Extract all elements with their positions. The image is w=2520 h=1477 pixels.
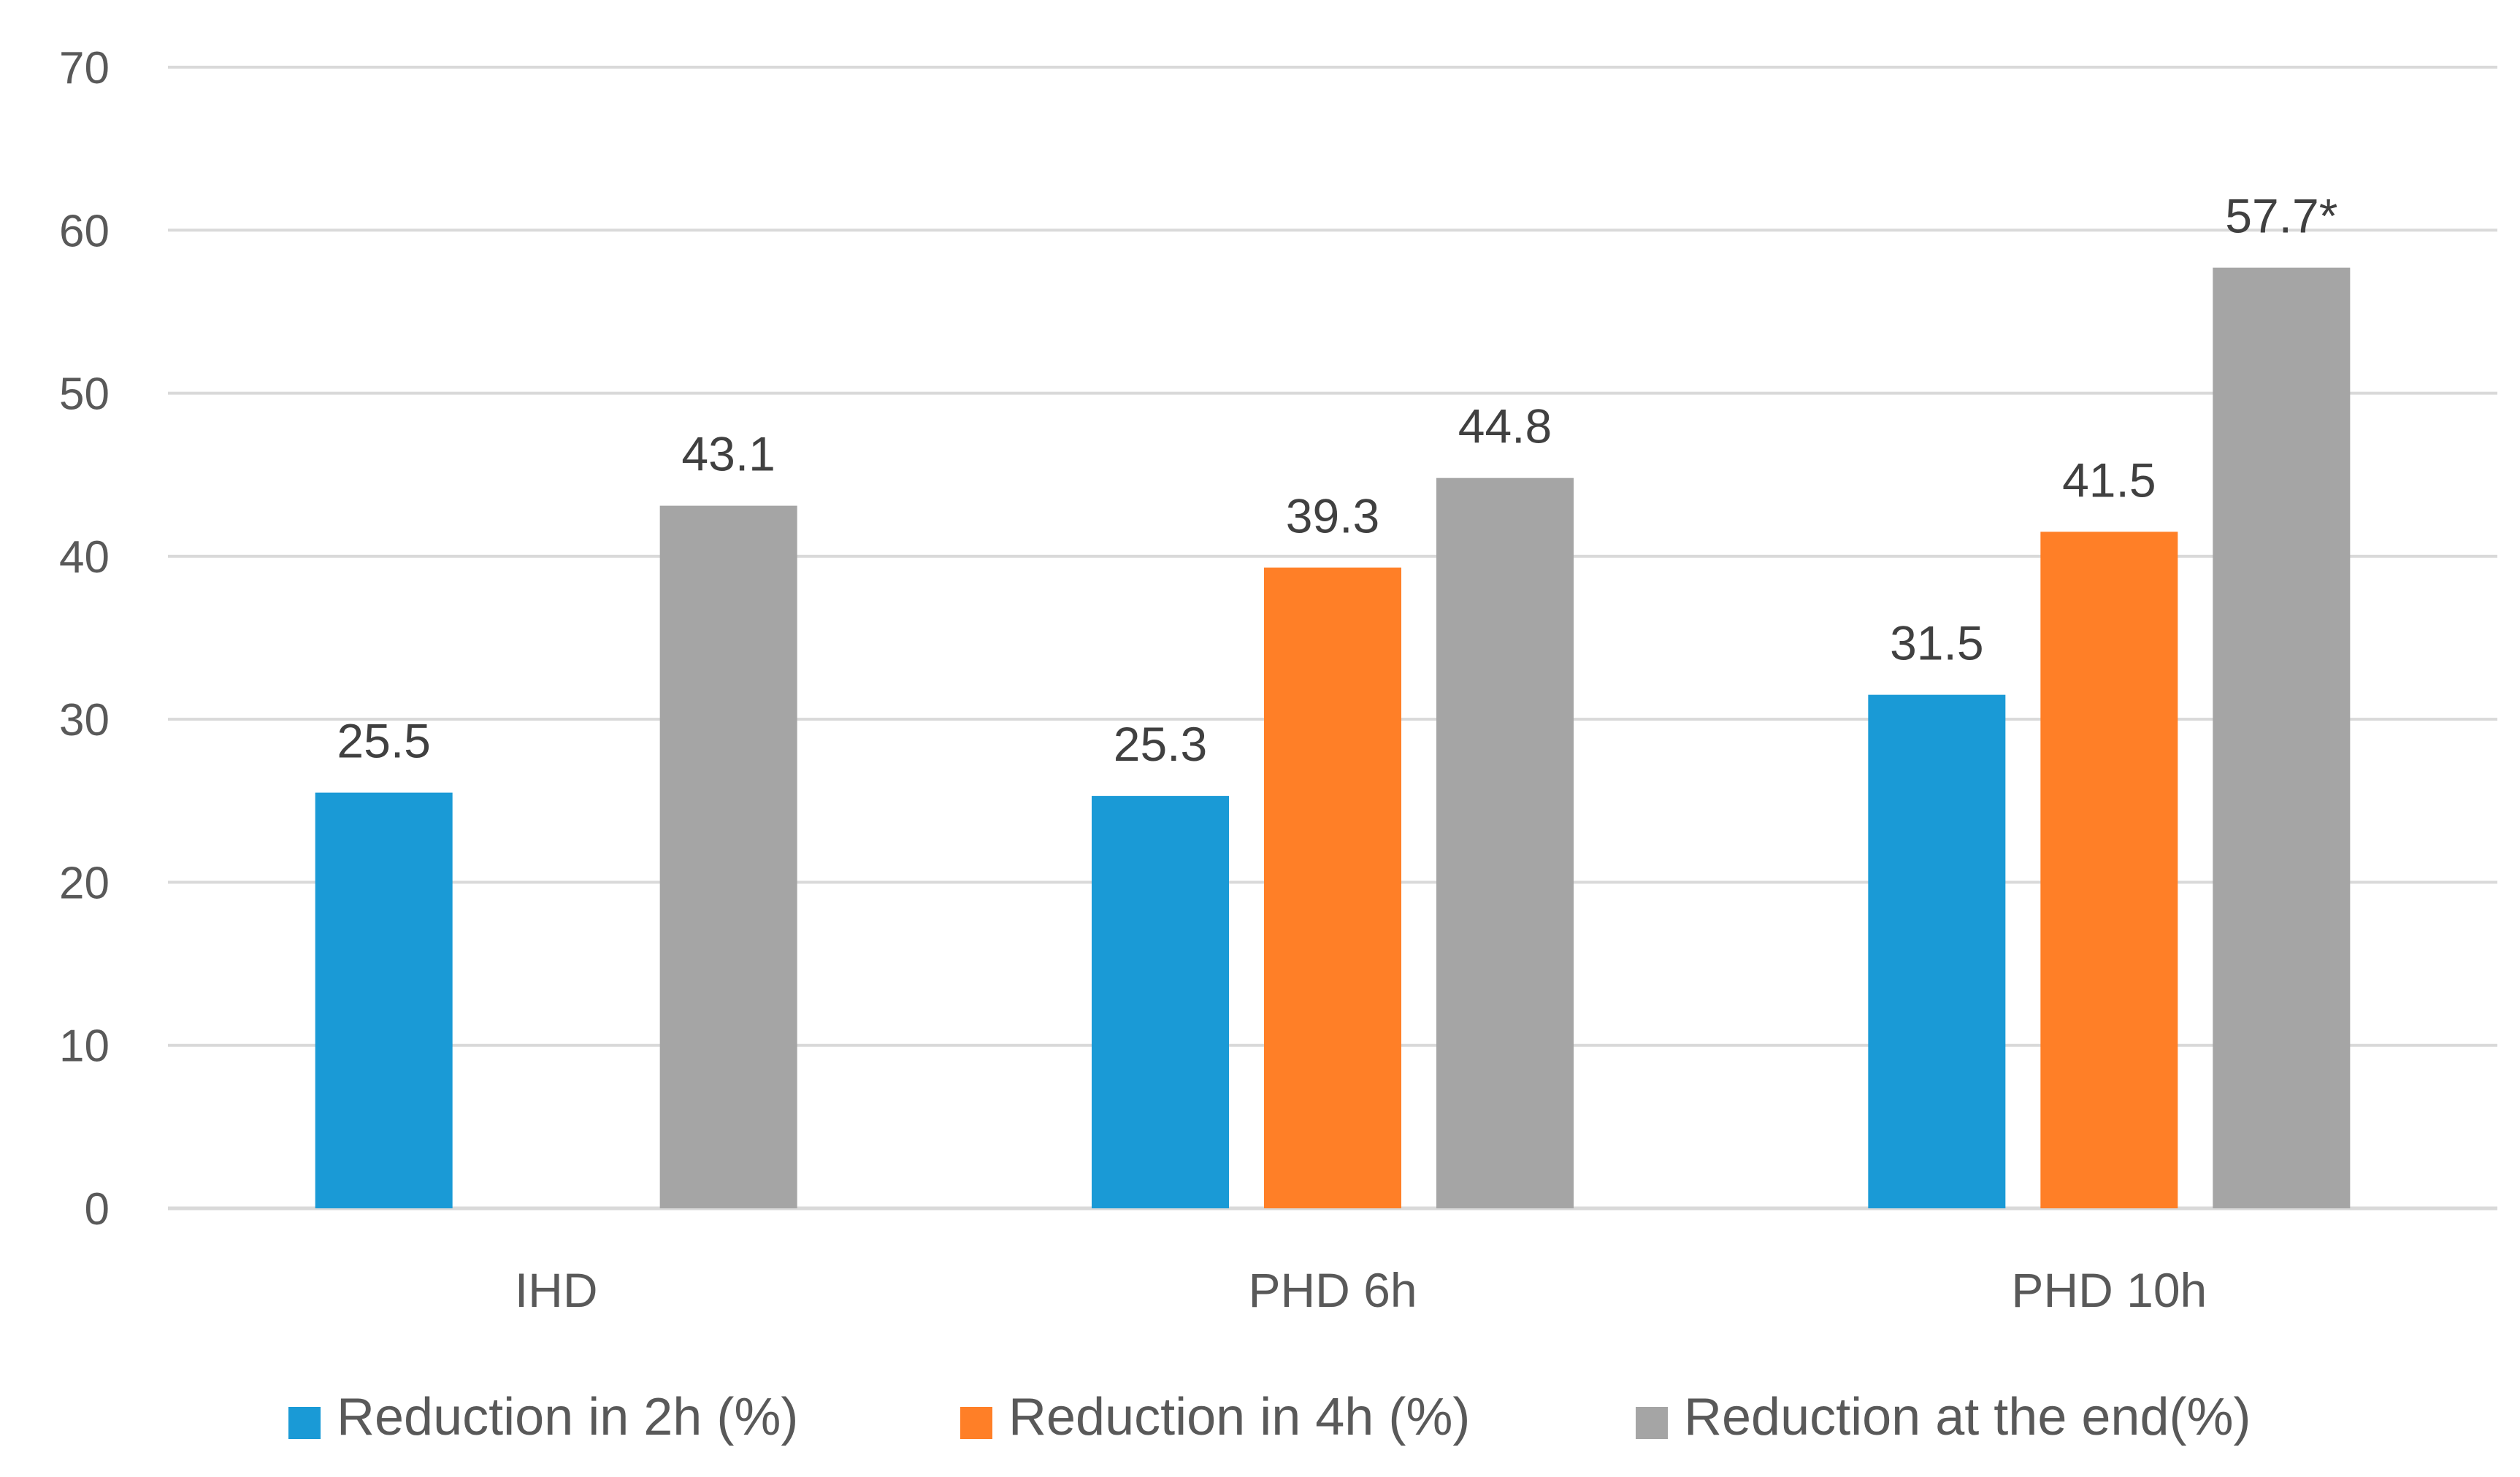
bar bbox=[1868, 694, 2006, 1208]
y-tick-label: 10 bbox=[59, 1021, 110, 1072]
y-tick-label: 30 bbox=[59, 695, 110, 745]
legend-swatch bbox=[288, 1407, 321, 1439]
data-label: 31.5 bbox=[1890, 616, 1983, 670]
data-label: 39.3 bbox=[1286, 488, 1379, 542]
bar bbox=[1264, 567, 1401, 1208]
y-tick-label: 70 bbox=[59, 43, 110, 93]
y-tick-label: 60 bbox=[59, 206, 110, 256]
legend-label: Reduction in 2h (%) bbox=[337, 1388, 798, 1446]
legend-label: Reduction in 4h (%) bbox=[1008, 1388, 1470, 1446]
y-tick-label: 40 bbox=[59, 532, 110, 583]
data-label: 25.5 bbox=[337, 714, 430, 768]
bar bbox=[315, 792, 453, 1208]
data-label: 25.3 bbox=[1114, 717, 1207, 771]
legend-swatch bbox=[960, 1407, 992, 1439]
data-label: 44.8 bbox=[1458, 399, 1552, 453]
x-tick-label: PHD 10h bbox=[2011, 1263, 2207, 1317]
bar bbox=[659, 505, 797, 1208]
bar bbox=[1092, 796, 1229, 1208]
bar bbox=[1436, 477, 1574, 1208]
y-tick-label: 0 bbox=[85, 1184, 110, 1235]
bar bbox=[2213, 267, 2351, 1209]
x-tick-label: IHD bbox=[515, 1263, 598, 1317]
y-tick-label: 20 bbox=[59, 858, 110, 908]
data-label: 41.5 bbox=[2062, 453, 2156, 507]
legend-label: Reduction at the end(%) bbox=[1684, 1388, 2251, 1446]
legend-swatch bbox=[1636, 1407, 1668, 1439]
data-label: 57.7* bbox=[2225, 189, 2337, 243]
y-tick-label: 50 bbox=[59, 369, 110, 420]
data-label: 43.1 bbox=[681, 427, 775, 481]
x-tick-label: PHD 6h bbox=[1248, 1263, 1417, 1317]
bar bbox=[2040, 532, 2178, 1208]
